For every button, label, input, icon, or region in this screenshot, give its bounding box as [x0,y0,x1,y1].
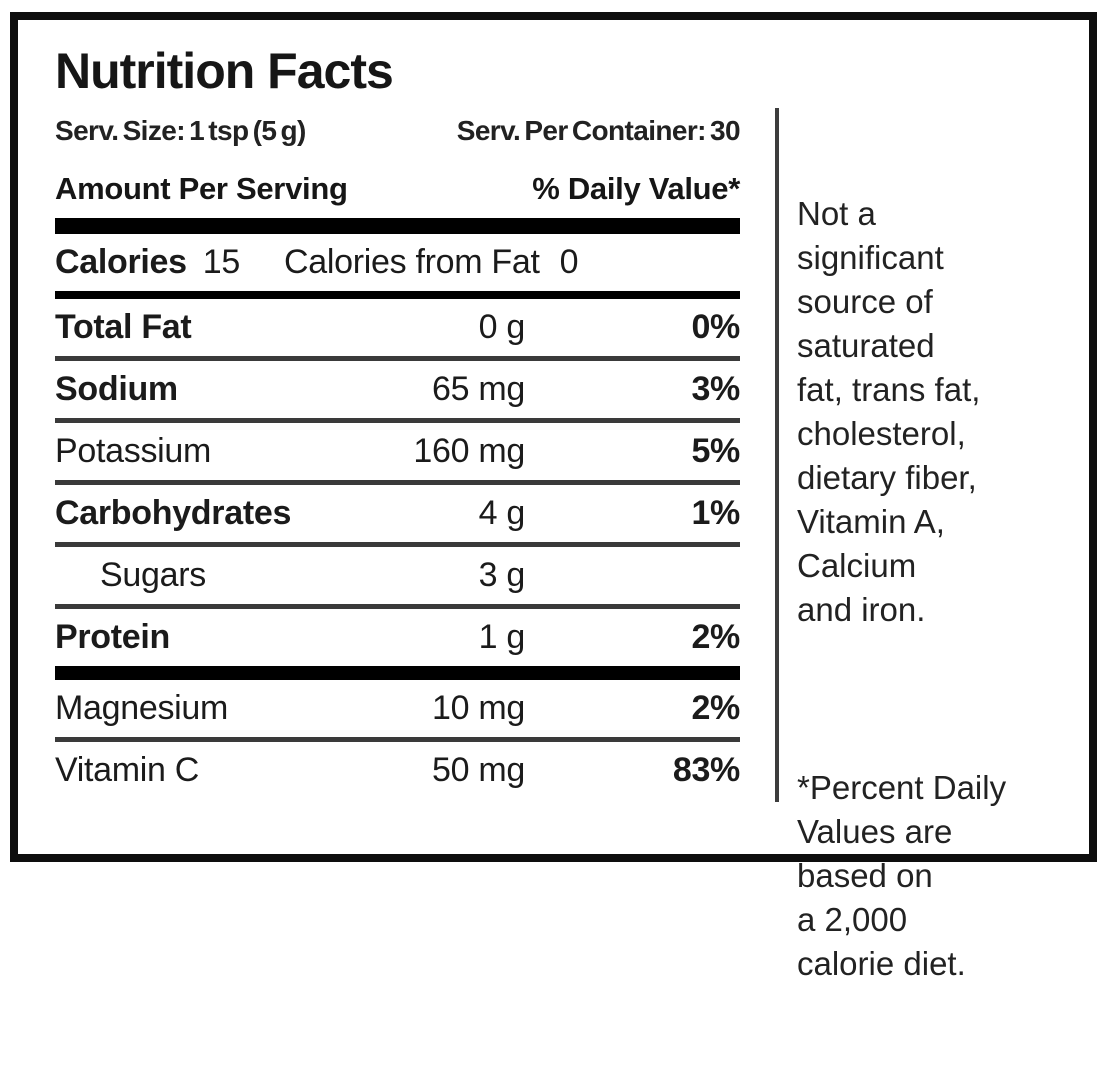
nutrient-row-sodium: Sodium 65 mg 3% [55,361,740,418]
nutrient-row-potassium: Potassium 160 mg 5% [55,423,740,480]
nutrient-row-vitamin-c: Vitamin C 50 mg 83% [55,742,740,799]
nutrient-daily-value: 2% [691,618,740,656]
percent-daily-values-note: *Percent Daily Values are based on a 2,0… [797,769,1007,982]
nutrient-daily-value: 5% [691,432,740,470]
label-title: Nutrition Facts [55,43,394,99]
thick-divider-bottom [55,666,740,680]
row-separator [55,737,740,742]
row-separator [55,480,740,485]
nutrient-amount: 10 mg [432,689,525,727]
nutrient-row-protein: Protein 1 g 2% [55,609,740,666]
nutrient-daily-value: 83% [672,751,740,789]
nutrient-amount: 3 g [478,556,526,594]
nutrient-amount: 50 mg [432,751,525,789]
row-separator [55,418,740,423]
nutrient-daily-value: 1% [691,494,740,532]
nutrient-amount: 65 mg [432,370,525,408]
row-separator [55,542,740,547]
nutrient-daily-value: 3% [691,370,740,408]
not-significant-note: Not a significant source of saturated fa… [797,195,981,628]
nutrient-amount: 160 mg [413,432,525,470]
nutrient-amount: 0 g [478,308,526,346]
daily-value-header: % Daily Value* [532,171,740,206]
amount-per-serving-header: Amount Per Serving [55,171,348,206]
nutrient-label: Magnesium [55,689,229,727]
servings-per-container: Serv. Per Container: 30 [456,115,741,146]
nutrient-label: Potassium [55,432,212,470]
serving-info-line: Serv. Size: 1 tsp (5 g) Serv. Per Contai… [55,115,741,146]
nutrient-label: Carbohydrates [55,494,292,532]
nutrition-facts-label: Nutrition Facts Serv. Size: 1 tsp (5 g) … [10,12,1097,982]
calories-label: Calories [55,243,187,281]
nutrient-daily-value: 2% [691,689,740,727]
calories-value: 15 [202,243,241,281]
nutrient-row-magnesium: Magnesium 10 mg 2% [55,680,740,737]
nutrient-row-carbohydrates: Carbohydrates 4 g 1% [55,485,740,542]
nutrient-daily-value: 0% [691,308,740,346]
nutrient-amount: 4 g [478,494,526,532]
nutrient-label: Protein [55,618,171,656]
calories-from-fat-value: 0 [559,243,579,281]
nutrient-amount: 1 g [478,618,526,656]
nutrition-table: Nutrition Facts Serv. Size: 1 tsp (5 g) … [55,20,741,799]
nutrient-label: Sodium [55,370,178,408]
nutrient-row-total-fat: Total Fat 0 g 0% [55,299,740,356]
calories-divider [55,291,740,299]
vertical-divider [775,108,779,802]
row-separator [55,604,740,609]
calories-row: Calories 15 Calories from Fat 0 [55,234,740,291]
nutrient-label: Sugars [100,556,206,594]
side-notes: Not a significant source of saturated fa… [797,104,1062,1074]
row-separator [55,356,740,361]
nutrient-label: Total Fat [55,308,192,346]
nutrient-row-sugars: Sugars 3 g [55,547,740,604]
column-header-row: Amount Per Serving % Daily Value* [55,172,740,206]
serving-size: Serv. Size: 1 tsp (5 g) [55,115,306,146]
calories-from-fat-label: Calories from Fat [284,243,540,281]
nutrient-label: Vitamin C [55,751,200,789]
thick-divider-top [55,218,740,234]
